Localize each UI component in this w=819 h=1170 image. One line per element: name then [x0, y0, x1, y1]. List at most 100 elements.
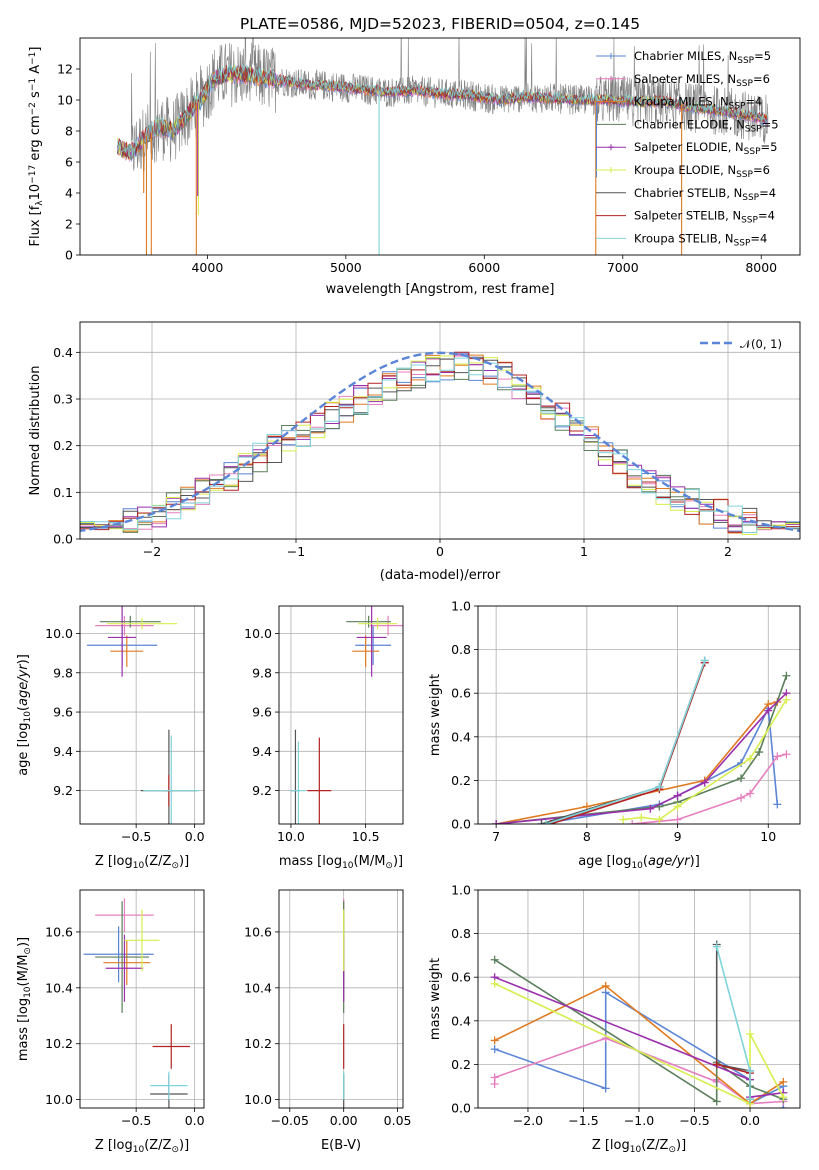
x-axis-label: age [log10(age/yr)]: [578, 854, 700, 871]
weight-marker: [712, 1097, 721, 1106]
panel-age-vs-mass: 10.0 10.5 9.2 9.4 9.6 9.8 10.0 mass [log10(M/M⊙…: [244, 605, 404, 871]
x-axis-label-part: )]: [690, 854, 700, 869]
errorbar-point: [105, 934, 144, 1002]
weight-series-line: [716, 1063, 751, 1074]
weight-marker: [601, 981, 610, 990]
x-tick-label: 9: [674, 829, 682, 844]
legend-entry-part: Salpeter ELODIE, N: [634, 140, 744, 154]
x-axis-label: (data-model)/error: [380, 568, 501, 583]
y-tick-label: 0.2: [53, 438, 73, 453]
legend-entry: Salpeter MILES, NSSP=6: [634, 72, 770, 89]
x-axis-label-part: 10: [133, 1145, 145, 1155]
y-axis-label: age [log10(age/yr)]: [16, 654, 33, 776]
legend-entry-part: Kroupa STELIB, N: [634, 231, 734, 245]
legend-entry-part: =5: [762, 117, 779, 131]
y-tick-label: 0.0: [451, 817, 471, 832]
x-tick-label: −1.5: [568, 1113, 598, 1128]
figure-title: PLATE=0586, MJD=52023, FIBERID=0504, z=0…: [240, 15, 640, 33]
y-tick-label: 0.8: [451, 642, 471, 657]
legend-entry: Chabrier MILES, NSSP=5: [634, 49, 771, 66]
y-axis-label-part: mass [log: [16, 998, 31, 1061]
axes-frame: [79, 321, 801, 540]
x-tick-label: −2: [143, 544, 161, 559]
x-axis-label: mass [log10(M/M⊙)]: [279, 854, 403, 871]
legend-entry: Salpeter ELODIE, NSSP=5: [634, 140, 777, 157]
errorbar-point: [150, 1071, 188, 1100]
weight-marker: [746, 1029, 755, 1038]
y-axis-label-part: −2: [28, 102, 38, 115]
legend-entry-part: =6: [753, 72, 770, 86]
errorbar-point: [108, 606, 137, 677]
weight-marker: [737, 774, 746, 783]
y-tick-label: 1.0: [451, 883, 471, 898]
y-axis-label-part: ⊙: [23, 947, 33, 955]
axes-frame: [477, 605, 801, 825]
x-tick-label: 2: [724, 544, 732, 559]
legend-entry-part: Chabrier MILES, N: [634, 49, 737, 63]
x-axis-label-part: Z [log: [592, 1138, 630, 1153]
y-tick-label: 4: [65, 186, 73, 201]
errorbar-point: [152, 1024, 190, 1069]
weight-marker: [646, 804, 655, 813]
weight-marker: [782, 695, 791, 704]
x-axis-label-part: (: [643, 854, 648, 869]
y-tick-label: 12: [57, 62, 73, 77]
errorbar-point: [352, 635, 380, 667]
legend-entry-part: SSP: [729, 101, 746, 111]
y-axis-label-part: age [log: [16, 723, 31, 776]
x-tick-label: 0.0: [185, 1113, 205, 1128]
x-axis-label-part: )]: [393, 854, 403, 869]
legend-entry-part: SSP: [745, 124, 762, 134]
legend-entry-part: =5: [754, 49, 771, 63]
normal-reference-curve: [80, 351, 800, 533]
panel-spectrum: 4000 5000 6000 7000 8000 0 2 4 6 8 10 12 wavelength …: [28, 37, 801, 297]
weight-marker: [601, 1084, 610, 1093]
y-tick-label: 10.2: [45, 1036, 73, 1051]
y-tick-label: 10.4: [45, 980, 73, 995]
weight-marker: [490, 979, 499, 988]
legend-entry-part: SSP: [737, 56, 754, 66]
y-tick-label: 9.8: [252, 665, 272, 680]
weight-marker: [782, 750, 791, 759]
x-tick-label: 8: [583, 829, 591, 844]
weight-marker: [492, 820, 501, 824]
weight-marker: [655, 782, 664, 791]
weight-marker: [746, 754, 755, 763]
x-tick-label: 4000: [191, 260, 223, 275]
x-tick-label: −0.5: [679, 1113, 709, 1128]
x-tick-label: −2.0: [513, 1113, 543, 1128]
y-tick-label: 10.6: [45, 924, 73, 939]
legend-entry: Kroupa MILES, NSSP=4: [634, 95, 762, 112]
x-axis-label-part: ⊙: [668, 1145, 676, 1155]
errorbar-point: [95, 901, 150, 1013]
y-tick-label: 0.0: [53, 532, 73, 547]
weight-marker: [490, 1045, 499, 1054]
x-axis-label-part: age [log: [578, 854, 631, 869]
legend-entry-part: =4: [750, 231, 767, 245]
errorbar-point: [95, 615, 154, 636]
weight-marker: [637, 813, 646, 822]
legend-entry-part: Kroupa ELODIE, N: [634, 163, 736, 177]
x-axis-label-part: 10: [630, 1145, 642, 1155]
y-axis-label-part: λ: [35, 200, 45, 206]
weight-marker: [700, 778, 709, 787]
legend-entry-part: SSP: [734, 238, 751, 248]
y-tick-label: 0.1: [53, 485, 73, 500]
y-tick-label: 10.6: [244, 924, 272, 939]
panel-mass-vs-extinction: −0.05 0.00 0.05 10.0 10.2 10.4 10.6 E(B-V): [244, 889, 412, 1153]
x-axis-label-part: )]: [179, 1138, 189, 1153]
x-axis-label: Z [log10(Z/Z⊙)]: [592, 1138, 686, 1155]
y-tick-label: 0.2: [451, 773, 471, 788]
y-axis-label-part: (: [16, 706, 31, 711]
legend-entry-part: SSP: [742, 192, 759, 202]
x-axis-label-part: ⊙: [385, 861, 393, 871]
errorbar-point: [110, 635, 144, 667]
x-axis-label-part: Z [log: [95, 1138, 133, 1153]
y-tick-label: 0.8: [451, 926, 471, 941]
y-tick-label: 0.6: [451, 686, 471, 701]
y-tick-label: 9.6: [53, 705, 73, 720]
x-axis-label: Z [log10(Z/Z⊙)]: [95, 854, 189, 871]
legend-entry-part: =4: [758, 209, 775, 223]
